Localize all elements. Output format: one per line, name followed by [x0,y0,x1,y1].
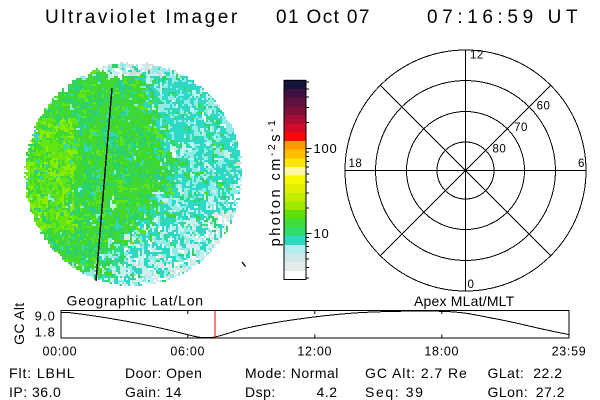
svg-text:photon cm-2s-1: photon cm-2s-1 [266,118,284,247]
svg-text:GLon:: GLon: [488,384,529,400]
svg-text:GC Alt: 2.7 Re: GC Alt: 2.7 Re [365,365,468,381]
svg-text:23:59: 23:59 [552,345,587,359]
svg-text:70: 70 [514,122,528,134]
svg-text:12: 12 [470,49,484,61]
svg-text:60: 60 [537,100,551,112]
svg-text:GC Alt: GC Alt [11,303,27,345]
svg-text:18:00: 18:00 [424,345,459,359]
svg-text:9.0: 9.0 [35,309,56,324]
svg-text:Geographic Lat/Lon: Geographic Lat/Lon [67,293,204,309]
svg-text:Mode: Normal: Mode: Normal [245,365,339,381]
svg-text:4.2: 4.2 [317,384,338,400]
svg-text:6: 6 [578,158,585,170]
svg-text:01 Oct 07: 01 Oct 07 [276,7,371,28]
svg-text:1.8: 1.8 [35,325,56,340]
svg-text:100: 100 [314,141,338,156]
svg-text:Door: Open: Door: Open [125,365,202,381]
svg-text:Gain: 14: Gain: 14 [125,384,182,400]
svg-text:06:00: 06:00 [170,345,205,359]
svg-text:07:16:59 UT: 07:16:59 UT [427,7,582,28]
svg-text:Flt: LBHL: Flt: LBHL [9,365,75,381]
svg-text:GLat:: GLat: [488,365,525,381]
svg-text:Seq: 39: Seq: 39 [365,384,424,400]
svg-text:80: 80 [493,144,507,156]
svg-text:Ultraviolet Imager: Ultraviolet Imager [45,7,240,28]
svg-text:18: 18 [349,158,363,170]
svg-text:IP: 36.0: IP: 36.0 [9,384,61,400]
svg-text:27.2: 27.2 [536,384,565,400]
svg-text:0: 0 [468,279,475,291]
svg-text:00:00: 00:00 [43,345,78,359]
svg-text:22.2: 22.2 [533,365,562,381]
svg-text:10: 10 [314,226,330,241]
svg-text:Apex MLat/MLT: Apex MLat/MLT [414,293,515,309]
svg-text:Dsp:: Dsp: [245,384,276,400]
svg-text:12:00: 12:00 [297,345,332,359]
